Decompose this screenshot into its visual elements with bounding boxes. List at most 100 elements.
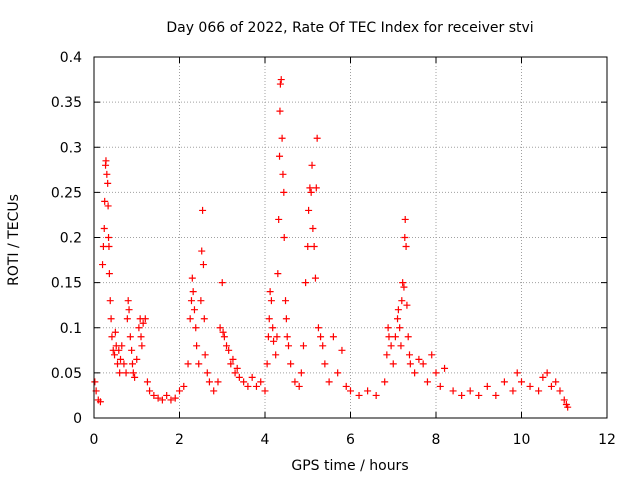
- data-point: [552, 378, 560, 386]
- data-point: [105, 234, 113, 241]
- data-point: [280, 234, 288, 241]
- data-point: [252, 382, 260, 390]
- x-tick-label: 10: [513, 432, 531, 448]
- data-point: [229, 355, 237, 363]
- data-point: [287, 360, 295, 368]
- data-point: [556, 387, 564, 395]
- x-tick-label: 2: [175, 432, 184, 448]
- data-point: [272, 351, 280, 359]
- data-point: [266, 288, 274, 296]
- data-point: [278, 134, 286, 142]
- data-point: [128, 360, 136, 368]
- data-point: [415, 355, 423, 363]
- y-tick-label: 0.25: [51, 185, 82, 201]
- data-point: [114, 360, 122, 368]
- data-point: [279, 170, 287, 178]
- y-axis-label: ROTI / TECUs: [6, 194, 22, 286]
- data-point: [135, 324, 143, 332]
- data-point: [436, 382, 444, 390]
- data-point: [244, 382, 252, 390]
- data-point: [276, 107, 284, 115]
- data-point: [307, 188, 315, 196]
- data-point: [325, 378, 333, 386]
- data-point: [146, 387, 154, 395]
- data-point: [389, 360, 397, 368]
- data-point: [184, 360, 192, 368]
- x-tick-label: 6: [346, 432, 355, 448]
- data-point: [133, 355, 141, 363]
- data-point: [186, 315, 194, 323]
- data-point: [500, 378, 508, 386]
- data-point: [311, 274, 319, 282]
- data-point: [564, 403, 572, 411]
- data-point: [394, 315, 402, 323]
- data-point: [265, 315, 273, 323]
- data-point: [105, 243, 113, 251]
- y-tick-label: 0: [73, 411, 82, 427]
- data-point: [282, 297, 290, 305]
- chart-title: Day 066 of 2022, Rate Of TEC Index for r…: [166, 20, 533, 36]
- data-point: [419, 360, 427, 368]
- data-point: [192, 324, 200, 332]
- y-tick-label: 0.1: [60, 321, 82, 337]
- x-tick-label: 0: [90, 432, 99, 448]
- data-point: [154, 394, 162, 402]
- data-point: [543, 369, 551, 377]
- data-point: [131, 373, 139, 381]
- data-point: [283, 333, 291, 341]
- data-point: [466, 387, 474, 395]
- data-point: [398, 297, 406, 305]
- data-point: [526, 382, 534, 390]
- data-point: [539, 373, 547, 381]
- data-point: [383, 351, 391, 359]
- data-point: [123, 315, 131, 323]
- data-point: [163, 391, 171, 399]
- data-point: [150, 391, 158, 399]
- data-point: [125, 306, 133, 314]
- data-point: [432, 369, 440, 377]
- data-point: [141, 315, 149, 323]
- data-point: [406, 360, 414, 368]
- data-point: [295, 382, 303, 390]
- data-point: [105, 270, 113, 278]
- data-point: [240, 378, 248, 386]
- data-point: [122, 369, 130, 377]
- data-point: [176, 387, 183, 395]
- data-point: [167, 396, 175, 404]
- data-point: [189, 288, 197, 296]
- data-point: [138, 342, 146, 350]
- data-point: [116, 369, 124, 377]
- data-point: [334, 369, 342, 377]
- data-point: [143, 378, 151, 386]
- data-point: [441, 364, 449, 372]
- data-point: [391, 333, 399, 341]
- x-tick-label: 12: [598, 432, 616, 448]
- y-tick-label: 0.4: [60, 50, 82, 66]
- data-point: [102, 157, 110, 165]
- x-tick-label: 8: [432, 432, 441, 448]
- data-point: [199, 206, 207, 214]
- data-point: [197, 297, 205, 305]
- data-point: [329, 333, 337, 341]
- data-point: [449, 387, 457, 395]
- data-point: [403, 301, 411, 309]
- data-point: [203, 369, 211, 377]
- data-point: [401, 234, 409, 241]
- data-point: [111, 351, 119, 359]
- data-point: [313, 134, 321, 142]
- data-point: [269, 324, 277, 332]
- data-point: [404, 333, 412, 341]
- data-point: [428, 351, 436, 359]
- data-point: [274, 270, 282, 278]
- data-point: [193, 342, 201, 350]
- data-point: [270, 337, 278, 345]
- data-point: [171, 394, 179, 402]
- data-point: [306, 184, 314, 192]
- data-point: [299, 342, 307, 350]
- data-point: [411, 369, 419, 377]
- data-point: [397, 342, 405, 350]
- data-point: [396, 324, 404, 332]
- data-point: [199, 261, 207, 269]
- data-point: [423, 378, 431, 386]
- data-point: [385, 333, 393, 341]
